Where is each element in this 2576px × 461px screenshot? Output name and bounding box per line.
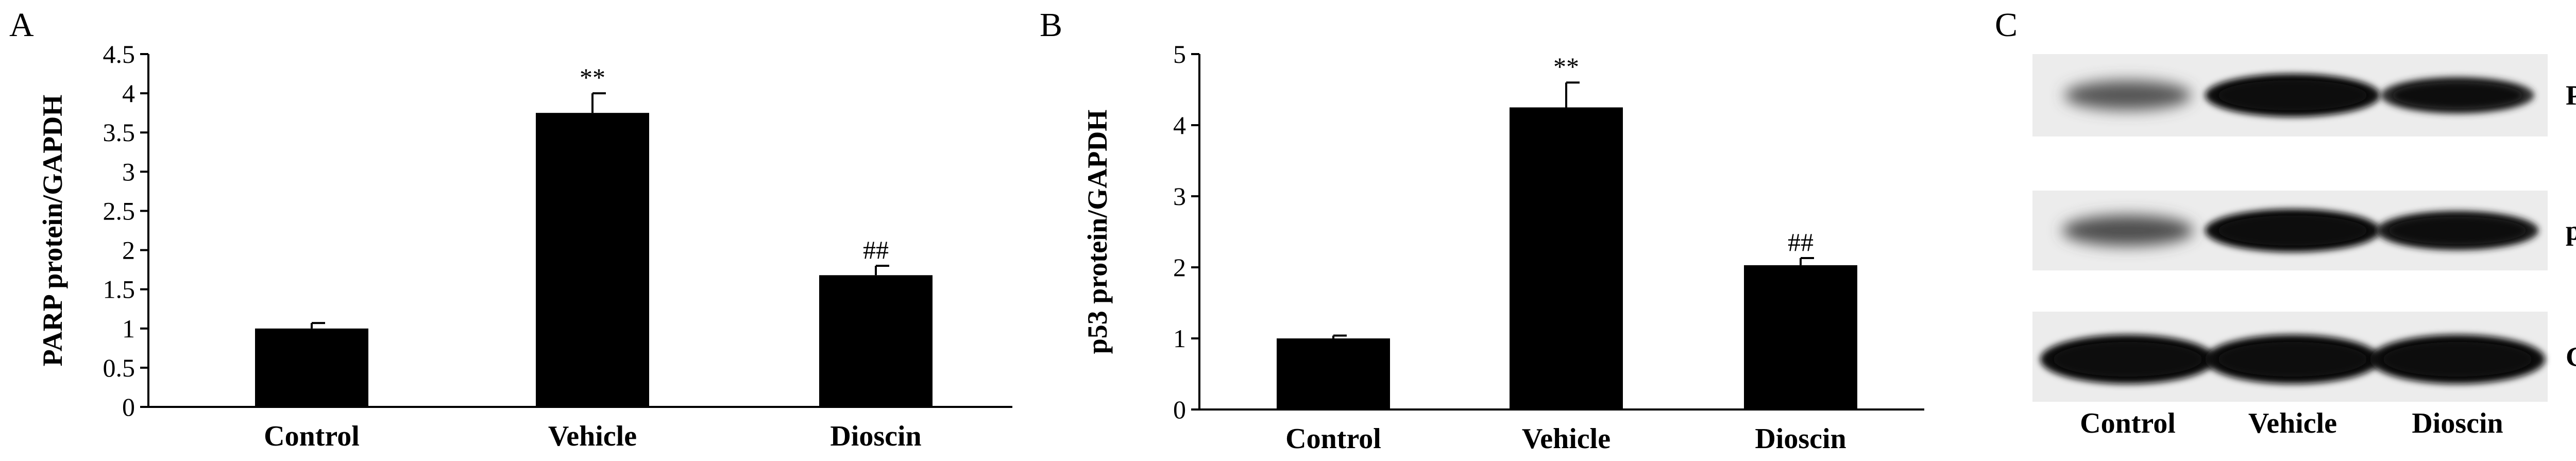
y-tick-label: 1 [1173,324,1186,353]
blot-row-label: PARP [2566,80,2576,111]
y-tick-label: 1 [122,314,135,343]
significance-marker: ## [863,235,889,264]
bar-control [255,328,368,407]
y-tick-label: 3 [1173,182,1186,211]
x-tick-label: Dioscin [1755,423,1846,455]
panel-letter-c: C [1995,6,2018,44]
blot-band-core [2218,215,2367,246]
blot-band-core [2383,342,2532,377]
blot-row-p53: p53 [2032,191,2576,270]
blot-band-core [2218,342,2367,377]
bar-control [1277,338,1390,409]
y-tick-label: 3.5 [103,118,135,147]
y-tick-label: 4.5 [103,40,135,69]
y-tick-label: 0 [122,392,135,421]
panel-letter-b: B [1040,6,1062,44]
blot-band-control [2064,80,2192,110]
x-tick-label: Vehicle [548,420,637,452]
bar-vehicle [536,113,649,407]
y-tick-label: 0.5 [103,353,135,382]
western-blot: PARP p53 GAPDH Control Vehicle Dioscin [2032,54,2576,439]
y-tick-label: 2 [1173,253,1186,282]
blot-lane-label: Vehicle [2248,407,2337,439]
y-tick-label: 5 [1173,40,1186,69]
p53-bar-chart: p53 protein/GAPDH 0 1 2 3 4 5 Control ** Vehicle… [1082,40,1924,455]
significance-marker: ** [1553,52,1579,81]
blot-lane-label: Control [2080,407,2176,439]
y-axis-label: PARP protein/GAPDH [37,95,68,366]
y-tick-label: 1.5 [103,275,135,304]
panel-letter-a: A [9,6,34,44]
blot-band-control [2062,215,2194,246]
blot-lane-label: Dioscin [2412,407,2503,439]
y-axis-label: p53 protein/GAPDH [1082,110,1113,354]
x-tick-label: Control [264,420,360,452]
y-tick-label: 0 [1173,395,1186,424]
y-tick-label: 2 [122,236,135,265]
x-tick-label: Control [1285,423,1381,455]
bar-vehicle [1510,107,1623,409]
y-tick-label: 2.5 [103,196,135,225]
x-tick-label: Vehicle [1522,423,1611,455]
blot-band-core [2218,80,2367,111]
blot-band-core [2392,82,2523,109]
blot-row-label: p53 [2566,215,2576,246]
blot-row-parp: PARP [2032,54,2576,136]
y-tick-label: 4 [1173,111,1186,140]
y-tick-label: 3 [122,157,135,186]
bar-dioscin [819,275,933,407]
bar-dioscin [1744,265,1857,409]
blot-row-label: GAPDH [2566,342,2576,372]
parp-bar-chart: PARP protein/GAPDH 0 0.5 1 1.5 2 2.5 3 3.5 4 4.5 C… [37,40,1012,452]
significance-marker: ** [580,63,605,92]
blot-row-gapdh: GAPDH [2032,312,2576,402]
y-tick-label: 4 [122,79,135,108]
significance-marker: ## [1788,228,1814,257]
blot-band-core [2388,216,2527,245]
x-tick-label: Dioscin [830,420,921,452]
blot-band-core [2053,342,2202,377]
